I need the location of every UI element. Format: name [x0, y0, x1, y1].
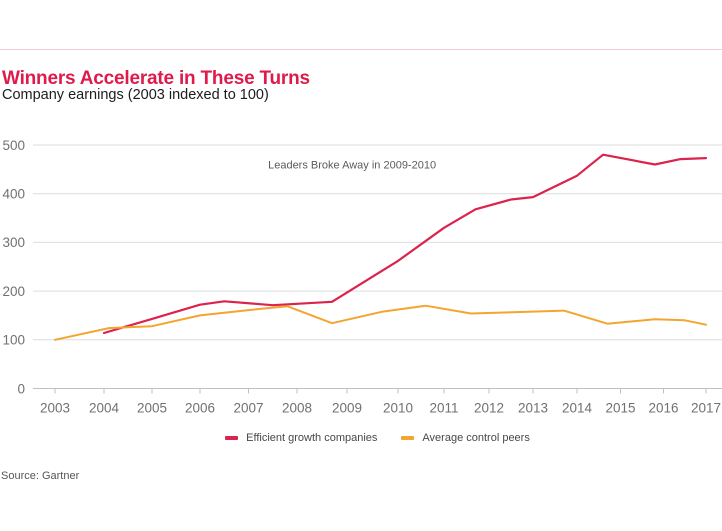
- x-tick-label: 2007: [233, 401, 263, 416]
- legend-label-control-peers: Average control peers: [422, 432, 530, 444]
- legend-label-efficient-growth: Efficient growth companies: [246, 432, 378, 444]
- y-tick-label: 100: [2, 333, 25, 348]
- x-tick-label: 2005: [137, 401, 167, 416]
- y-tick-label: 400: [2, 187, 25, 202]
- legend-swatch-red: [225, 435, 239, 441]
- series-line-control-peers: [54, 304, 707, 341]
- x-tick-label: 2006: [185, 401, 215, 416]
- x-tick-label: 2015: [605, 401, 635, 416]
- y-tick-label: 500: [2, 138, 25, 153]
- x-tick-label: 2012: [474, 401, 504, 416]
- x-tick-label: 2004: [89, 401, 120, 416]
- top-divider: [0, 49, 722, 50]
- y-tick-label: 300: [2, 235, 25, 250]
- source-note: Source: Gartner: [1, 470, 80, 482]
- x-tick-label: 2014: [562, 401, 593, 416]
- legend-item-efficient-growth: Efficient growth companies: [225, 432, 377, 444]
- annotation-label: Leaders Broke Away in 2009-2010: [268, 159, 436, 171]
- legend-swatch-orange: [401, 435, 415, 441]
- x-tick-label: 2011: [429, 401, 458, 416]
- y-tick-label: 0: [17, 381, 25, 396]
- x-tick-label: 2013: [518, 401, 548, 416]
- x-tick-label: 2008: [282, 401, 312, 416]
- x-tick-label: 2009: [332, 401, 362, 416]
- x-tick-label: 2010: [383, 401, 413, 416]
- series-line-efficient-growth: [102, 153, 708, 335]
- legend-item-control-peers: Average control peers: [401, 432, 530, 444]
- y-tick-label: 200: [2, 284, 25, 299]
- chart-subtitle: Company earnings (2003 indexed to 100): [2, 87, 269, 103]
- x-tick-label: 2003: [40, 401, 70, 416]
- x-tick-label: 2017: [691, 401, 721, 416]
- legend: Efficient growth companies Average contr…: [33, 430, 722, 446]
- x-tick-label: 2016: [648, 401, 678, 416]
- chart-title: Winners Accelerate in These Turns: [2, 68, 310, 89]
